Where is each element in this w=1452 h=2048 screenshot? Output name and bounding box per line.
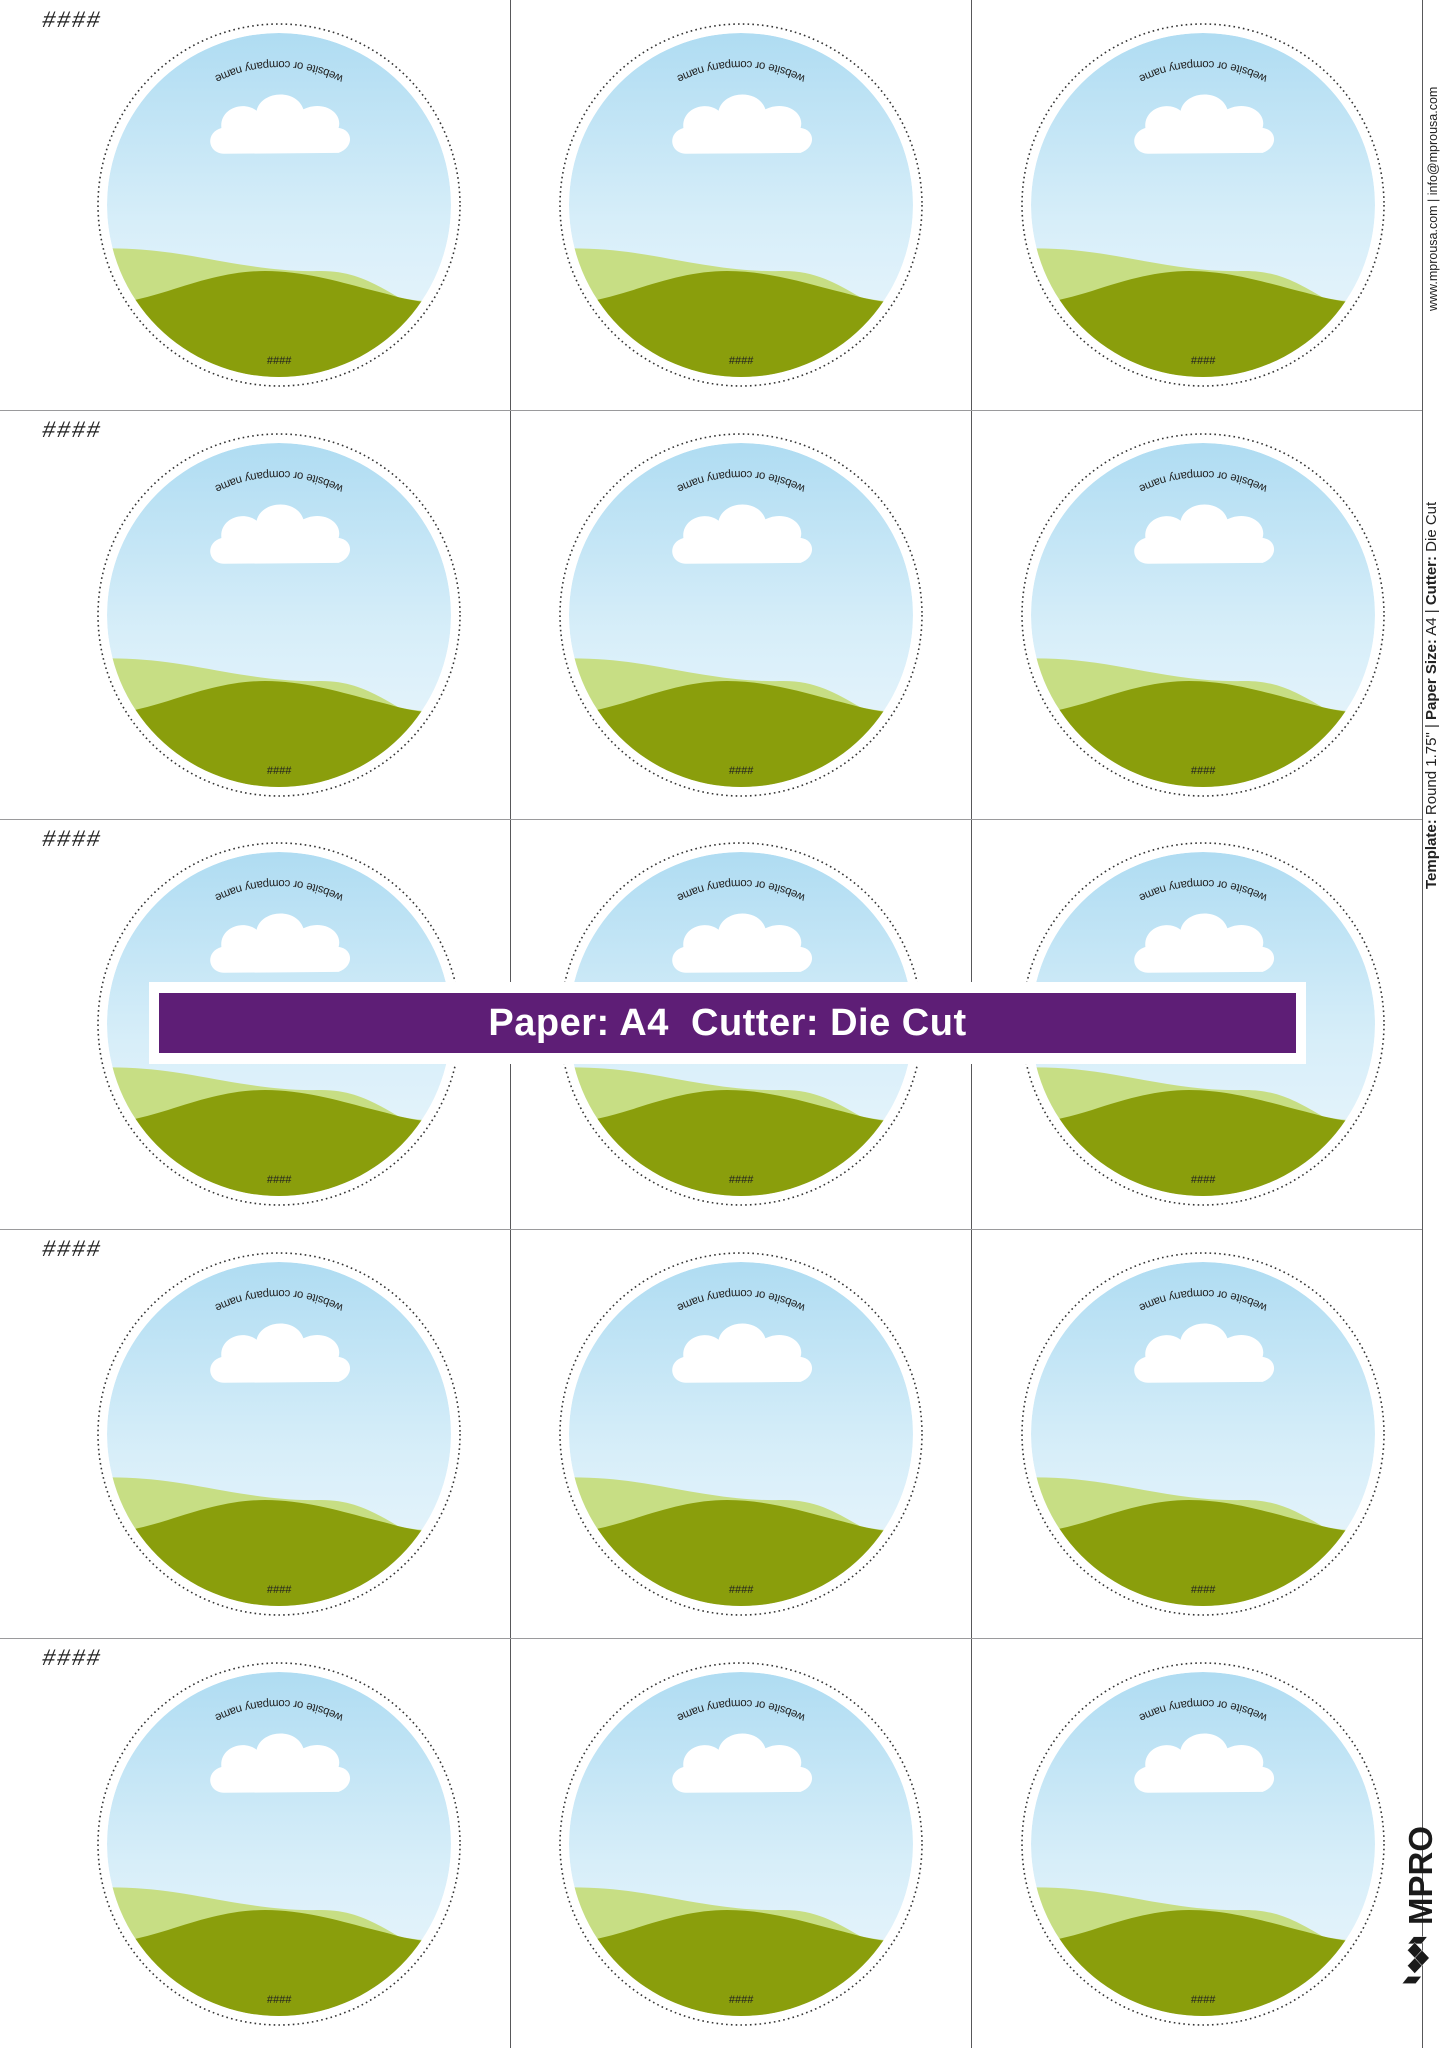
svg-text:####: #### xyxy=(1190,1174,1215,1186)
svg-text:####: #### xyxy=(267,1584,292,1596)
svg-text:####: #### xyxy=(1190,765,1215,777)
svg-text:####: #### xyxy=(267,1994,292,2006)
svg-text:####: #### xyxy=(267,765,292,777)
svg-text:####: #### xyxy=(1190,1584,1215,1596)
svg-text:####: #### xyxy=(1190,1994,1215,2006)
svg-text:####: #### xyxy=(267,1174,292,1186)
svg-text:####: #### xyxy=(267,355,292,367)
svg-text:####: #### xyxy=(729,765,754,777)
svg-text:####: #### xyxy=(1190,355,1215,367)
svg-text:####: #### xyxy=(729,1584,754,1596)
svg-text:####: #### xyxy=(729,1174,754,1186)
svg-text:####: #### xyxy=(729,355,754,367)
svg-text:####: #### xyxy=(729,1994,754,2006)
